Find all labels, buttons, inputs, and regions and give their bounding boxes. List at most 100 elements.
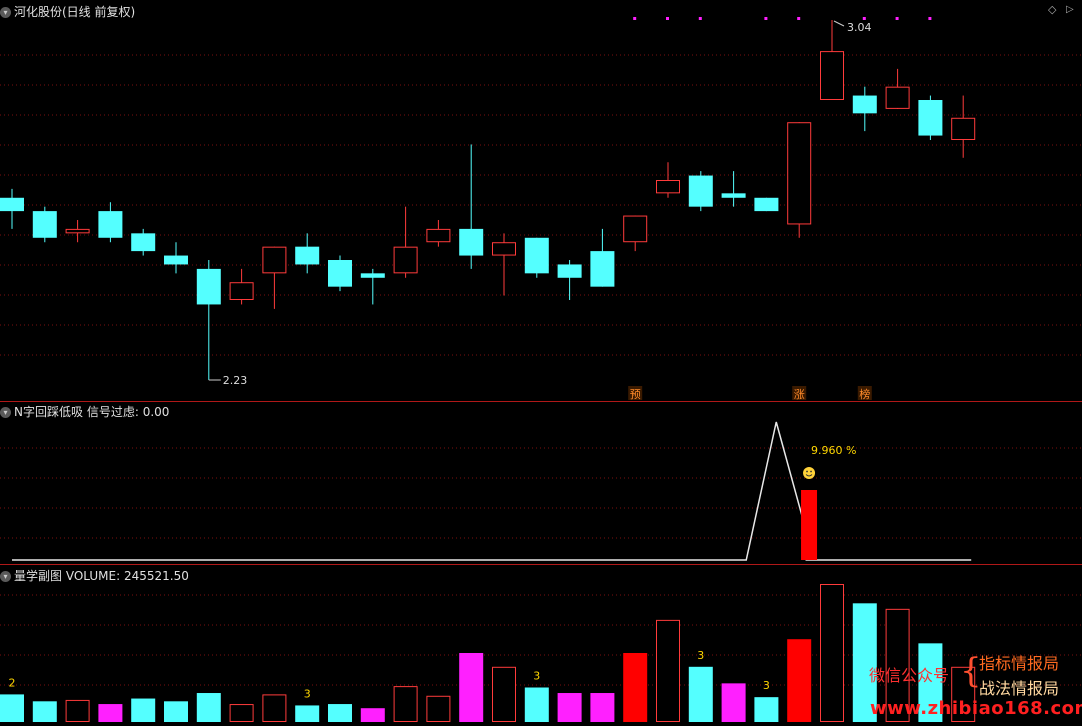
volume-bar <box>295 705 320 722</box>
candle-body <box>131 233 156 252</box>
volume-bar <box>754 697 779 722</box>
marker-box <box>628 386 643 400</box>
collapse-toggle-icon[interactable]: ▾ <box>0 407 11 418</box>
volume-bar <box>918 643 943 722</box>
volume-bar <box>820 584 844 722</box>
candle-body <box>262 246 287 274</box>
signal-dot <box>928 17 932 20</box>
candle-body <box>426 228 451 243</box>
smiley-eye <box>810 470 812 473</box>
watermark-line2: 战法情报局 <box>979 679 1060 698</box>
volume-bar <box>787 639 812 722</box>
volume-panel-name: 量学副图 <box>14 569 63 583</box>
watermark-wechat: 微信公众号 <box>869 666 950 685</box>
arrow-icon[interactable]: ▷ <box>1066 4 1074 15</box>
volume-bar <box>623 653 648 722</box>
volume-field-label: VOLUME: <box>65 569 121 583</box>
low-price-label: 2.23 <box>223 374 248 387</box>
volume-bar <box>32 701 57 722</box>
signal-dot <box>797 17 801 20</box>
signal-dot <box>633 17 637 20</box>
volume-bar <box>262 694 287 723</box>
candle-body <box>98 211 123 238</box>
volume-bar <box>951 666 976 722</box>
volume-bar <box>164 701 188 722</box>
candle-body <box>623 215 648 243</box>
smiley-icon <box>803 467 816 479</box>
smiley-mouth <box>805 474 813 477</box>
volume-bar <box>590 693 615 722</box>
marker-box <box>792 386 807 400</box>
volume-bar <box>360 708 385 722</box>
candle-body <box>0 197 24 212</box>
candle-body <box>820 51 844 100</box>
indicator-panel-header: ▾ N字回踩低吸 信号过虑: 0.00 <box>0 403 169 420</box>
main-panel-title: 河化股份(日线 前复权) <box>14 5 136 19</box>
indicator-pct-label: 9.960 % <box>811 444 856 457</box>
volume-count-label: 3 <box>533 670 540 683</box>
volume-bar <box>557 693 582 722</box>
volume-bar <box>492 666 516 722</box>
candle-body <box>688 175 713 207</box>
candle-body <box>656 180 680 194</box>
candle-body <box>721 193 746 198</box>
volume-bar <box>65 699 90 722</box>
candle-body <box>918 100 943 136</box>
indicator-field-value: 0.00 <box>142 405 170 419</box>
candle-body <box>229 282 254 301</box>
volume-bar <box>459 653 484 722</box>
high-price-label: 3.04 <box>847 21 872 34</box>
candle-body <box>164 255 188 265</box>
volume-panel-header: ▾ 量学副图 VOLUME: 245521.50 <box>0 567 189 584</box>
collapse-toggle-icon[interactable]: ▾ <box>0 7 11 18</box>
smiley-eye <box>806 470 808 473</box>
candle-body <box>32 211 57 238</box>
volume-bar <box>426 695 451 723</box>
candle-body <box>65 228 90 234</box>
volume-bar <box>393 686 418 722</box>
candle-body <box>557 264 582 278</box>
main-panel-header: ▾ 河化股份(日线 前复权) <box>0 3 135 20</box>
watermark-brace: { <box>960 651 982 691</box>
signal-dot <box>862 17 866 20</box>
marker-label: 榜 <box>859 387 870 401</box>
marker-label: 涨 <box>794 388 805 401</box>
volume-bar <box>852 603 877 722</box>
signal-dot <box>764 17 768 20</box>
candle-body <box>393 246 418 274</box>
candle-body <box>196 268 221 305</box>
candle-body <box>295 246 320 265</box>
watermark-line1: 指标情报局 <box>979 654 1060 673</box>
signal-dot <box>698 17 702 20</box>
candle-body <box>328 260 352 287</box>
marker-box <box>857 386 872 400</box>
collapse-toggle-icon[interactable]: ▾ <box>0 571 11 582</box>
candle-body <box>754 197 779 212</box>
volume-bar <box>656 619 680 723</box>
candle-body <box>852 95 877 114</box>
volume-bar <box>229 704 254 722</box>
marker-label: 预 <box>630 388 641 401</box>
volume-bar <box>0 694 24 722</box>
volume-bar <box>721 683 746 722</box>
candle-body <box>492 242 516 256</box>
indicator-field-label: 信号过虑: <box>86 405 139 419</box>
indicator-line <box>12 421 972 561</box>
volume-bar <box>524 687 549 722</box>
volume-count-label: 2 <box>9 676 16 689</box>
volume-bar <box>885 608 910 723</box>
volume-bar <box>328 704 352 722</box>
candle-body <box>951 117 976 140</box>
volume-bar <box>98 704 123 722</box>
volume-bar <box>131 698 156 722</box>
candle-body <box>524 237 549 274</box>
high-pointer <box>833 20 845 27</box>
signal-dot <box>895 17 899 20</box>
signal-dot <box>666 17 669 20</box>
volume-count-label: 3 <box>763 679 770 692</box>
volume-bar <box>688 666 713 722</box>
candle-body <box>360 273 385 278</box>
volume-bar <box>196 693 221 722</box>
diamond-icon[interactable]: ◇ <box>1048 3 1057 16</box>
